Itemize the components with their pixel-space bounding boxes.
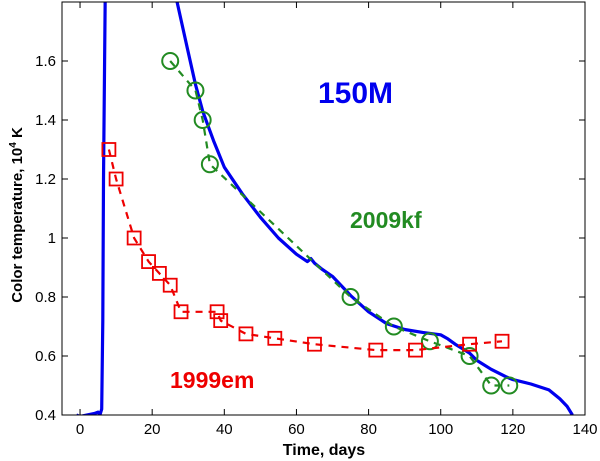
y-tick-label-6: 1.6 — [35, 53, 56, 70]
plot-frame — [61, 1, 586, 416]
x-tick-label-60: 60 — [288, 421, 305, 438]
point-2009kf-6 — [420, 332, 439, 351]
x-tick-label-100: 100 — [428, 421, 453, 438]
point-1999em-10 — [267, 330, 283, 346]
point-1999em-15 — [494, 333, 510, 349]
point-2009kf-3 — [200, 155, 219, 174]
series-2009kf — [161, 52, 519, 395]
y-tick-label-1: 0.6 — [35, 348, 56, 365]
y-axis-label-unit: K — [9, 127, 26, 142]
point-2009kf-0 — [161, 52, 180, 70]
x-tick-label-140: 140 — [572, 421, 597, 438]
point-2009kf-8 — [482, 376, 501, 395]
point-1999em-6 — [173, 304, 189, 320]
point-1999em-13 — [408, 342, 423, 358]
point-2009kf-9 — [500, 376, 519, 395]
y-axis-label-main: Color temperature, 10 — [9, 148, 26, 303]
y-tick-label-4: 1.2 — [35, 171, 56, 188]
point-2009kf-2 — [193, 111, 212, 129]
point-1999em-0 — [101, 142, 117, 157]
point-2009kf-1 — [186, 81, 205, 100]
series-line-1999em — [107, 149, 503, 352]
x-tick-label-120: 120 — [500, 421, 525, 438]
x-tick-label-20: 20 — [144, 421, 161, 438]
series-layer — [76, 2, 574, 415]
x-tick-label-0: 0 — [76, 421, 84, 438]
series-line-2009kf — [169, 60, 510, 387]
y-tick-label-5: 1.4 — [35, 112, 56, 129]
x-axis-label: Time, days — [283, 442, 366, 459]
point-1999em-5 — [162, 277, 178, 293]
annotation-1999em: 1999em — [170, 367, 254, 393]
point-2009kf-5 — [384, 317, 403, 336]
axes-layer — [61, 1, 586, 416]
y-tick-label-2: 0.8 — [35, 289, 56, 306]
y-tick-label-0: 0.4 — [35, 407, 56, 424]
x-tick-label-80: 80 — [360, 421, 377, 438]
point-1999em-11 — [307, 336, 322, 352]
point-1999em-3 — [141, 254, 156, 270]
point-1999em-8 — [213, 313, 229, 329]
point-2009kf-7 — [460, 347, 479, 365]
point-1999em-9 — [238, 326, 254, 342]
series-150m — [76, 2, 574, 415]
point-2009kf-4 — [341, 288, 360, 306]
series-1999em — [101, 142, 510, 358]
point-1999em-14 — [462, 336, 477, 352]
point-1999em-7 — [209, 304, 225, 320]
y-axis-label: Color temperature, 104 K — [8, 127, 26, 303]
annotation-2009kf: 2009kf — [350, 207, 422, 233]
x-tick-label-40: 40 — [216, 421, 233, 438]
series-line-150m — [76, 2, 107, 415]
point-1999em-12 — [368, 342, 384, 358]
point-1999em-2 — [126, 230, 142, 246]
point-1999em-4 — [151, 265, 167, 281]
y-tick-label-3: 1 — [48, 230, 56, 247]
y-axis-label-exponent: 4 — [8, 142, 19, 148]
point-1999em-1 — [108, 171, 124, 187]
annotation-150m: 150M — [318, 77, 393, 110]
ticks-layer: 0 20 40 60 80 100 120 140 0.4 0.6 0.8 1 1.2 1.4 1.6 — [35, 2, 598, 438]
